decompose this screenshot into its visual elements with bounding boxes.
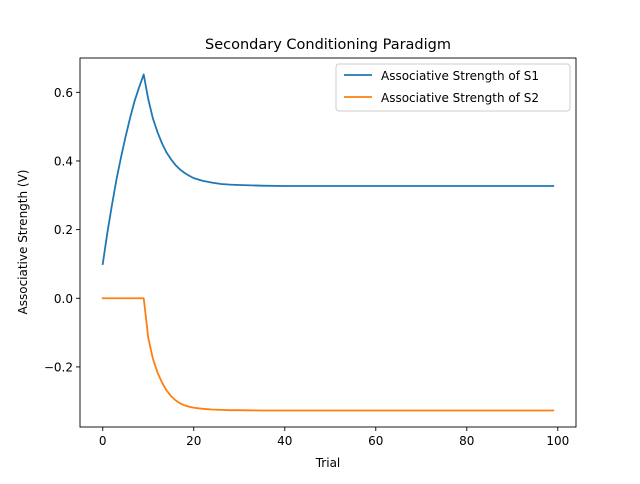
series-line-2 xyxy=(101,297,555,412)
y-tick-label: −0.2 xyxy=(44,360,73,374)
y-tick-label: 0.4 xyxy=(54,154,73,168)
legend: Associative Strength of S1 Associative S… xyxy=(335,63,571,112)
series-layer xyxy=(101,73,555,412)
plot-frame xyxy=(79,57,577,428)
x-axis-label: Trial xyxy=(315,456,341,470)
series-line-1 xyxy=(101,73,555,265)
x-tick-label: 60 xyxy=(368,434,383,448)
y-tick-label: 0.0 xyxy=(54,292,73,306)
x-tick-label: 40 xyxy=(277,434,292,448)
x-tick-label: 80 xyxy=(459,434,474,448)
x-tick-label: 0 xyxy=(99,434,107,448)
y-tick-label: 0.2 xyxy=(54,223,73,237)
legend-box xyxy=(335,63,571,112)
x-tick-label: 100 xyxy=(546,434,569,448)
x-tick-label: 20 xyxy=(186,434,201,448)
y-axis-label: Associative Strength (V) xyxy=(16,170,30,315)
legend-label-s2: Associative Strength of S2 xyxy=(381,91,539,105)
legend-label-s1: Associative Strength of S1 xyxy=(381,69,539,83)
x-axis-ticks: 0 20 40 60 80 100 xyxy=(99,427,569,448)
y-tick-label: 0.6 xyxy=(54,86,73,100)
y-axis-ticks: −0.2 0.0 0.2 0.4 0.6 xyxy=(44,86,80,374)
chart-title: Secondary Conditioning Paradigm xyxy=(205,37,451,53)
